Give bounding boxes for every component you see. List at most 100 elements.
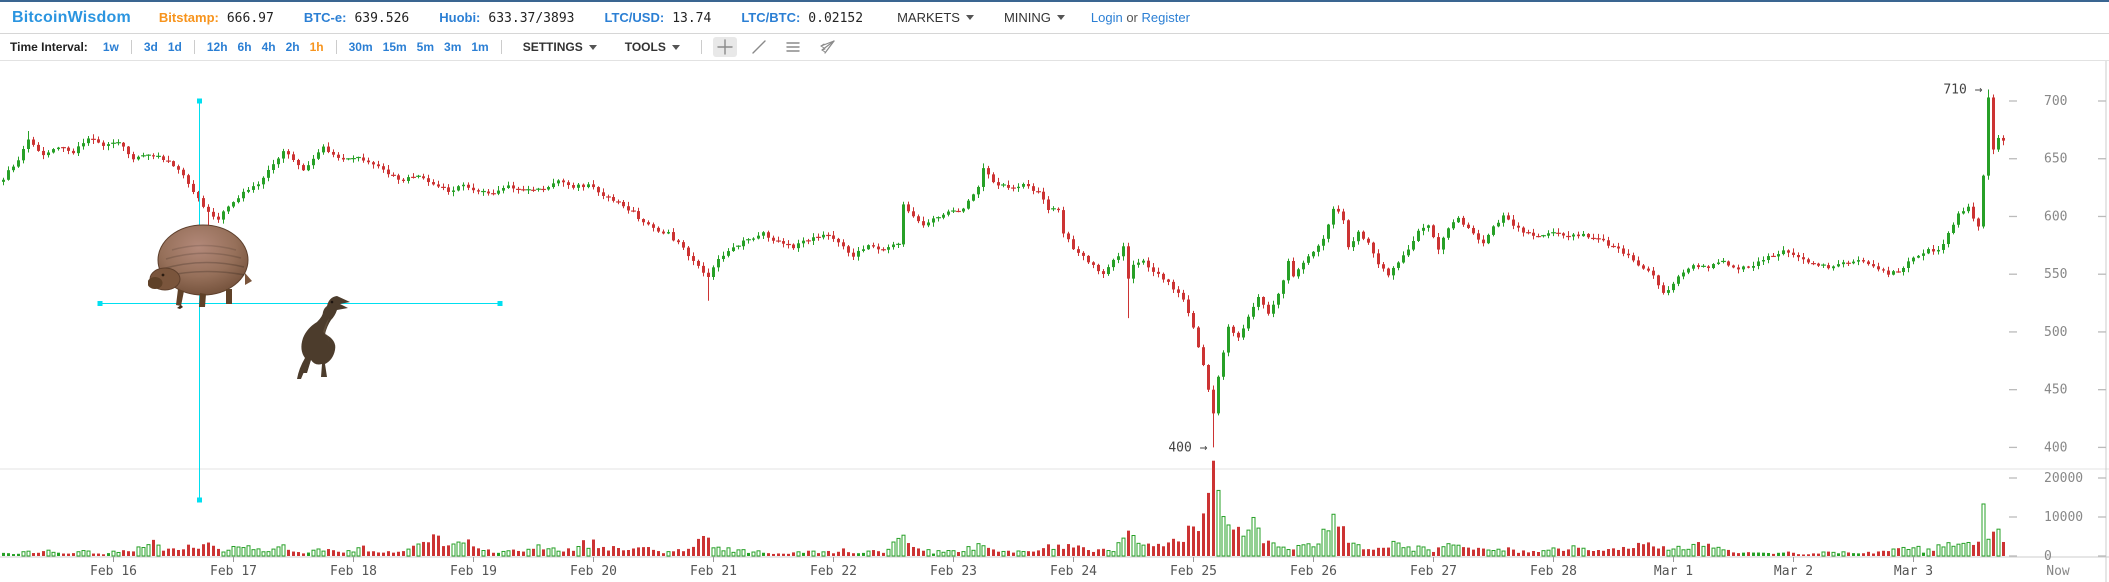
volume-layer — [2, 460, 2005, 557]
time-interval-label: Time Interval: — [10, 40, 88, 54]
date-tick-label: Feb 27 — [1410, 564, 1457, 579]
chart-frame — [0, 61, 2109, 582]
price-tick-label: 400 — [2044, 440, 2067, 455]
price-tick-label: 450 — [2044, 383, 2067, 398]
toolbar-divider — [500, 40, 502, 54]
crosshair-tool-icon[interactable] — [712, 37, 737, 57]
settings-menu-label: SETTINGS — [522, 40, 583, 54]
date-axis: Feb 16 Feb 17 Feb 18 Feb 19 Feb 20 Feb 21 Feb … — [90, 557, 2070, 579]
date-tick-label: Feb 25 — [1170, 564, 1217, 579]
settings-menu[interactable]: SETTINGS — [523, 40, 597, 54]
ticker-label: Huobi: — [439, 9, 481, 25]
date-tick-label: Feb 22 — [810, 564, 857, 579]
interval-2h[interactable]: 2h — [285, 40, 300, 54]
fan-tool-icon[interactable] — [815, 37, 839, 57]
interval-15m[interactable]: 15m — [382, 40, 407, 54]
drawing-tools — [712, 37, 839, 57]
chevron-down-icon — [588, 44, 597, 50]
price-tick-label: 600 — [2044, 209, 2067, 224]
crosshair-handle[interactable] — [497, 301, 503, 306]
crosshair-handle[interactable] — [97, 301, 103, 306]
date-tick-label: Feb 16 — [90, 564, 137, 579]
date-tick-label: Mar 2 — [1774, 564, 1813, 579]
date-tick-label: Feb 17 — [210, 564, 257, 579]
ticker-value: 666.97 — [226, 10, 274, 26]
price-tick-label: 700 — [2044, 94, 2067, 109]
login-link[interactable]: Login — [1090, 10, 1123, 25]
ticker-strip: Bitstamp: 666.97 BTC-e: 639.526 Huobi: 633.37… — [159, 10, 863, 26]
chart-toolbar: Time Interval: 1w 3d 1d 12h 6h 4h 2h 1h 30m 15m 5m… — [0, 34, 2109, 61]
register-link[interactable]: Register — [1141, 10, 1190, 25]
interval-3m[interactable]: 3m — [444, 40, 462, 54]
ticker-value: 639.526 — [354, 10, 410, 26]
tools-menu[interactable]: TOOLS — [625, 40, 680, 54]
annotation-400: 400 → — [1168, 440, 1207, 455]
interval-5m[interactable]: 5m — [416, 40, 435, 54]
ticker-ltc-usd[interactable]: LTC/USD: 13.74 — [604, 10, 711, 26]
tools-menu-label: TOOLS — [624, 40, 666, 54]
interval-1h[interactable]: 1h — [309, 40, 324, 54]
ticker-label: BTC-e: — [303, 9, 347, 25]
auth-links: Login or Register — [1091, 10, 1190, 25]
crosshair-handle[interactable] — [197, 497, 202, 503]
trendline-tool-icon[interactable] — [747, 37, 771, 57]
volume-axis: 20000 10000 0 — [2009, 471, 2106, 564]
date-tick-label: Feb 28 — [1530, 564, 1577, 579]
interval-12h[interactable]: 12h — [206, 40, 228, 54]
ticker-btc-e[interactable]: BTC-e: 639.526 — [304, 10, 409, 26]
interval-30m[interactable]: 30m — [348, 40, 373, 54]
ticker-value: 13.74 — [672, 10, 712, 26]
chevron-down-icon — [965, 15, 974, 20]
ticker-value: 633.37/3893 — [488, 10, 575, 26]
date-tick-label: Feb 21 — [690, 564, 737, 579]
price-volume-chart[interactable]: 700 650 600 550 500 450 400 20000 10000 0 Feb 16 Fe… — [0, 61, 2109, 582]
chevron-down-icon — [1056, 15, 1065, 20]
now-label: Now — [2046, 564, 2070, 579]
date-tick-label: Mar 3 — [1894, 564, 1933, 579]
date-tick-label: Feb 24 — [1050, 564, 1097, 579]
header: BitcoinWisdom Bitstamp: 666.97 BTC-e: 639.5… — [0, 2, 2109, 34]
toolbar-divider — [700, 40, 702, 54]
interval-4h[interactable]: 4h — [261, 40, 276, 54]
date-tick-label: Feb 23 — [930, 564, 977, 579]
markets-menu[interactable]: MARKETS — [897, 10, 974, 25]
volume-tick-label: 20000 — [2044, 471, 2083, 486]
price-annotations: 710 → 400 → — [1168, 82, 1982, 455]
auth-or-text: or — [1126, 10, 1138, 25]
interval-1w[interactable]: 1w — [102, 40, 119, 54]
annotation-710: 710 → — [1943, 82, 1982, 97]
ticker-label: LTC/USD: — [604, 9, 665, 25]
volume-tick-label: 10000 — [2044, 510, 2083, 525]
ticker-huobi[interactable]: Huobi: 633.37/3893 — [439, 10, 574, 26]
crosshair-overlay[interactable] — [97, 98, 503, 503]
interval-1d[interactable]: 1d — [167, 40, 182, 54]
ticker-value: 0.02152 — [808, 10, 864, 26]
interval-group-divider — [193, 40, 195, 54]
brand-logo[interactable]: BitcoinWisdom — [12, 8, 131, 26]
interval-group-divider — [335, 40, 337, 54]
ticker-label: LTC/BTC: — [741, 9, 801, 25]
interval-1m[interactable]: 1m — [471, 40, 489, 54]
price-tick-label: 500 — [2044, 325, 2067, 340]
date-tick-label: Feb 18 — [330, 564, 377, 579]
interval-links: 1w 3d 1d 12h 6h 4h 2h 1h 30m 15m 5m 3m 1m — [98, 40, 494, 54]
ticker-ltc-btc[interactable]: LTC/BTC: 0.02152 — [741, 10, 863, 26]
crosshair-handle[interactable] — [197, 98, 202, 104]
ticker-label: Bitstamp: — [158, 9, 219, 25]
price-axis: 700 650 600 550 500 450 400 — [2009, 94, 2106, 455]
markets-menu-label: MARKETS — [897, 10, 960, 25]
horizontal-lines-tool-icon[interactable] — [781, 37, 805, 57]
date-tick-label: Feb 20 — [570, 564, 617, 579]
interval-6h[interactable]: 6h — [237, 40, 252, 54]
mining-menu-label: MINING — [1003, 10, 1051, 25]
volume-tick-label: 0 — [2044, 549, 2052, 564]
interval-3d[interactable]: 3d — [143, 40, 158, 54]
candles-layer — [2, 89, 2005, 448]
price-tick-label: 650 — [2044, 152, 2067, 167]
interval-group-divider — [130, 40, 132, 54]
ticker-bitstamp[interactable]: Bitstamp: 666.97 — [159, 10, 274, 26]
mining-menu[interactable]: MINING — [1004, 10, 1065, 25]
date-tick-label: Feb 19 — [450, 564, 497, 579]
header-menus: MARKETS MINING — [897, 10, 1065, 25]
